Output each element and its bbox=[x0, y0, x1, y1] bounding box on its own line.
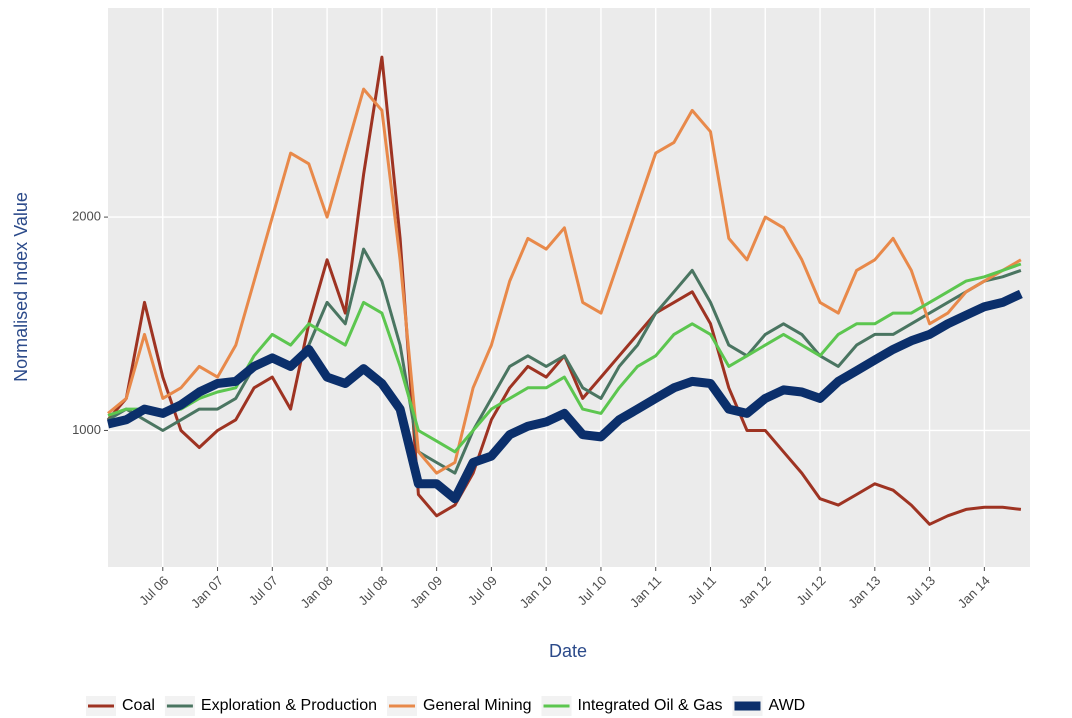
legend-label: AWD bbox=[768, 697, 805, 714]
x-tick-label: Jan 12 bbox=[736, 573, 774, 611]
x-tick-label: Jan 13 bbox=[845, 573, 883, 611]
x-tick-label: Jan 07 bbox=[188, 573, 226, 611]
x-tick-label: Jan 08 bbox=[297, 573, 335, 611]
y-axis-title: Normalised Index Value bbox=[11, 192, 31, 382]
plot-panel bbox=[108, 8, 1030, 567]
series-line bbox=[107, 262, 1022, 454]
x-tick-label: Jan 11 bbox=[627, 573, 665, 611]
x-axis-title: Date bbox=[549, 641, 587, 661]
series-line bbox=[107, 87, 1022, 475]
x-tick-label: Jul 09 bbox=[465, 573, 500, 608]
series-line bbox=[106, 289, 1023, 504]
legend-label: General Mining bbox=[423, 697, 532, 714]
x-tick-label: Jul 11 bbox=[685, 573, 719, 607]
x-tick-label: Jul 08 bbox=[355, 573, 390, 608]
x-tick-label: Jan 14 bbox=[955, 573, 993, 611]
x-tick-label: Jan 09 bbox=[407, 573, 445, 611]
x-tick-label: Jul 13 bbox=[903, 573, 938, 608]
x-tick-label: Jul 06 bbox=[136, 573, 171, 608]
x-tick-label: Jul 10 bbox=[574, 573, 609, 608]
legend-label: Exploration & Production bbox=[201, 697, 377, 714]
legend: Coal Exploration & Production General Mini… bbox=[86, 696, 805, 716]
x-tick-label: Jul 07 bbox=[246, 573, 281, 608]
legend-label: Coal bbox=[122, 697, 155, 714]
y-tick-label: 2000 bbox=[72, 209, 101, 224]
x-tick-label: Jul 12 bbox=[793, 573, 828, 608]
x-tick-label: Jan 10 bbox=[517, 573, 555, 611]
y-tick-label: 1000 bbox=[72, 422, 101, 437]
legend-label: Integrated Oil & Gas bbox=[578, 697, 723, 714]
